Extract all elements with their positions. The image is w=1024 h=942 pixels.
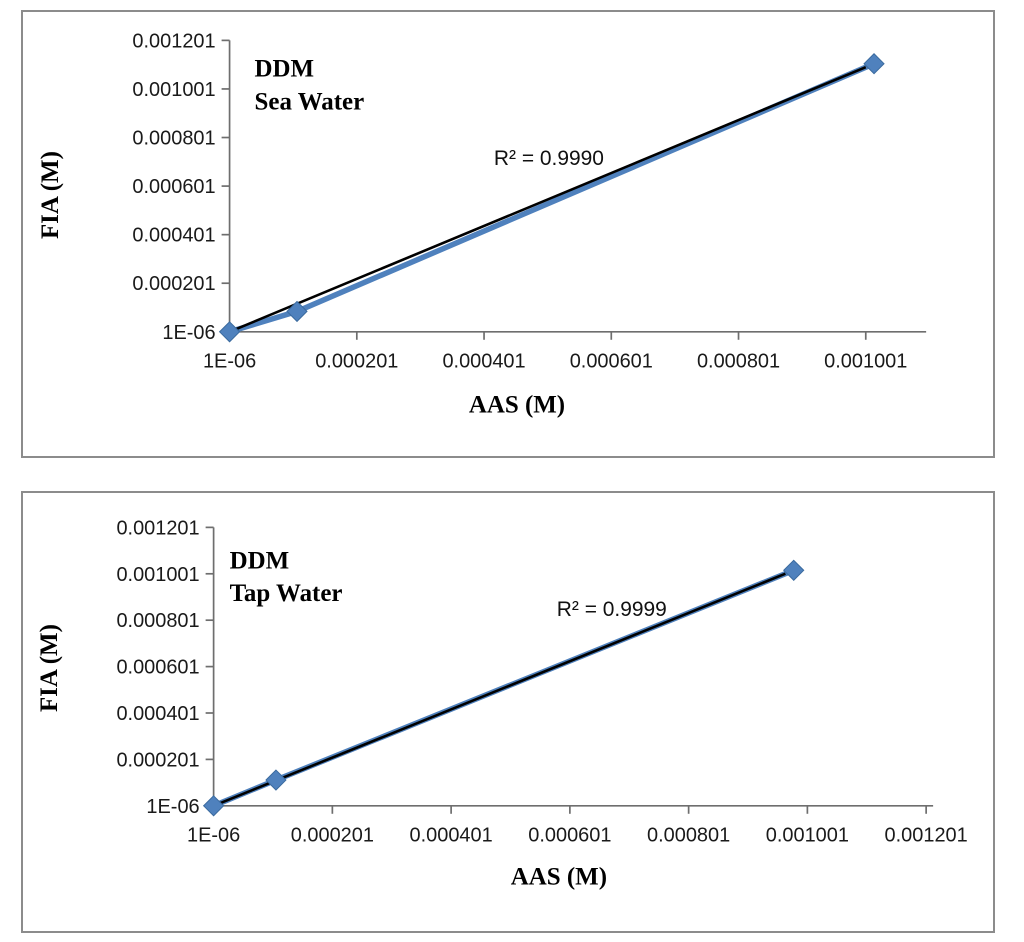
y-tick-label: 1E-06 (146, 796, 199, 818)
data-point-marker (863, 53, 885, 75)
x-tick-label: 1E-06 (203, 351, 256, 373)
x-tick-label: 0.001001 (766, 825, 849, 847)
y-axis-title: FIA (M) (36, 624, 63, 712)
r-squared-label: R² = 0.9990 (494, 147, 604, 170)
x-tick-label: 0.000601 (570, 351, 653, 373)
x-axis-title: AAS (M) (469, 392, 565, 419)
x-tick-label: 0.000201 (291, 825, 374, 847)
x-tick-label: 1E-06 (187, 825, 240, 847)
data-point-marker (218, 321, 241, 343)
trendline (213, 572, 786, 808)
y-tick-label: 1E-06 (162, 322, 215, 344)
x-tick-label: 0.000801 (647, 825, 730, 847)
data-point-marker (265, 769, 287, 791)
x-tick-label: 0.000801 (697, 351, 780, 373)
tap-water-chart: 1E-06 0.000201 0.000401 0.000601 0.000801 0.0… (36, 517, 968, 891)
tap-water-chart-panel: 1E-06 0.000201 0.000401 0.000601 0.000801 0.0… (21, 491, 995, 933)
y-tick-label: 0.000801 (116, 610, 199, 632)
y-tick-label: 0.001201 (116, 517, 199, 539)
chart-title-line: Sea Water (255, 88, 365, 115)
data-point-marker (286, 300, 308, 323)
x-tick-label: 0.000401 (442, 351, 525, 373)
y-tick-label: 0.000201 (116, 749, 199, 771)
x-axis-title: AAS (M) (511, 864, 607, 891)
chart-title-line: DDM (230, 547, 290, 574)
y-tick-label: 0.000201 (132, 273, 215, 295)
sea-water-chart: 1E-06 0.000201 0.000401 0.000601 0.000801 0.0… (37, 30, 927, 419)
y-tick-label: 0.001001 (116, 564, 199, 586)
x-tick-label: 0.000201 (315, 351, 398, 373)
y-axis-title: FIA (M) (37, 151, 64, 239)
y-tick-label: 0.000401 (132, 225, 215, 247)
chart-title-line: Tap Water (230, 580, 343, 607)
data-point-marker (783, 559, 805, 581)
chart-title-line: DDM (255, 55, 315, 82)
data-point-marker (202, 795, 225, 817)
r-squared-label: R² = 0.9999 (557, 598, 667, 621)
y-tick-label: 0.001201 (132, 30, 215, 52)
y-tick-label: 0.000801 (132, 128, 215, 150)
x-tick-label: 0.000601 (528, 825, 611, 847)
y-tick-label: 0.000601 (132, 176, 215, 198)
sea-water-chart-panel: 1E-06 0.000201 0.000401 0.000601 0.000801 0.0… (21, 10, 995, 458)
x-tick-label: 0.001001 (824, 351, 907, 373)
y-tick-label: 0.000601 (116, 657, 199, 679)
y-tick-label: 0.001001 (132, 79, 215, 101)
x-tick-label: 0.000401 (410, 825, 493, 847)
y-tick-label: 0.000401 (116, 703, 199, 725)
x-tick-label: 0.001201 (885, 825, 968, 847)
trendline (229, 65, 867, 333)
